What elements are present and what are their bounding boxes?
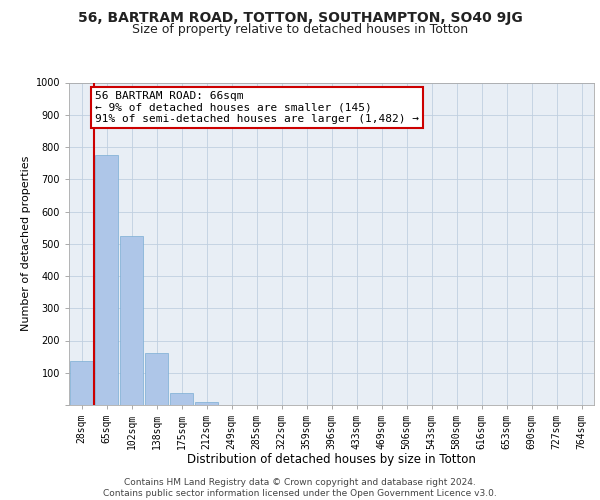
- Bar: [120, 236, 143, 405]
- Bar: [95, 155, 118, 405]
- Bar: [195, 402, 218, 405]
- Text: Contains HM Land Registry data © Crown copyright and database right 2024.
Contai: Contains HM Land Registry data © Crown c…: [103, 478, 497, 498]
- Text: 56 BARTRAM ROAD: 66sqm
← 9% of detached houses are smaller (145)
91% of semi-det: 56 BARTRAM ROAD: 66sqm ← 9% of detached …: [95, 90, 419, 124]
- Text: 56, BARTRAM ROAD, TOTTON, SOUTHAMPTON, SO40 9JG: 56, BARTRAM ROAD, TOTTON, SOUTHAMPTON, S…: [77, 11, 523, 25]
- Text: Size of property relative to detached houses in Totton: Size of property relative to detached ho…: [132, 22, 468, 36]
- Y-axis label: Number of detached properties: Number of detached properties: [22, 156, 31, 332]
- Bar: [70, 362, 93, 405]
- X-axis label: Distribution of detached houses by size in Totton: Distribution of detached houses by size …: [187, 454, 476, 466]
- Bar: [170, 392, 193, 405]
- Bar: [145, 354, 168, 405]
